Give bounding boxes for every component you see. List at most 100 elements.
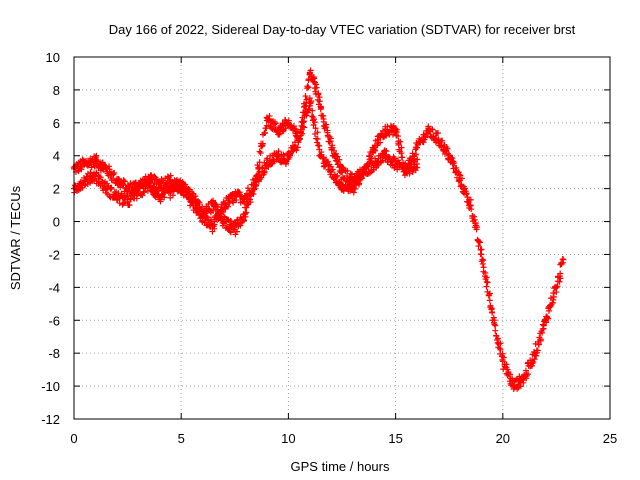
track-marker bbox=[316, 98, 323, 105]
track-marker bbox=[503, 361, 510, 368]
y-tick-label: -10 bbox=[41, 379, 60, 394]
track-marker bbox=[174, 188, 181, 195]
track-marker bbox=[318, 149, 325, 156]
track-marker bbox=[533, 352, 540, 359]
track-marker bbox=[103, 164, 110, 171]
track-marker bbox=[233, 197, 240, 204]
track-marker bbox=[276, 130, 283, 137]
track-marker bbox=[266, 112, 273, 119]
track-marker bbox=[338, 176, 345, 183]
track-marker bbox=[241, 217, 248, 224]
track-marker bbox=[243, 209, 250, 216]
track-marker bbox=[489, 309, 496, 316]
track-marker bbox=[473, 226, 480, 233]
track-marker bbox=[312, 125, 319, 132]
track-marker bbox=[356, 180, 363, 187]
track-marker bbox=[242, 213, 249, 220]
track-marker bbox=[298, 130, 305, 137]
track-marker bbox=[305, 105, 312, 112]
track-marker bbox=[556, 278, 563, 285]
track-marker bbox=[413, 151, 420, 158]
track-marker bbox=[368, 155, 375, 162]
track-marker bbox=[164, 173, 171, 180]
x-tick-label: 25 bbox=[603, 431, 617, 446]
track-marker bbox=[558, 259, 565, 266]
track-marker bbox=[215, 210, 222, 217]
track-marker bbox=[500, 354, 507, 361]
track-marker bbox=[311, 116, 318, 123]
track-marker bbox=[177, 187, 184, 194]
track-marker bbox=[237, 222, 244, 229]
track-marker bbox=[302, 93, 309, 100]
track-marker bbox=[230, 199, 237, 206]
track-marker bbox=[468, 206, 475, 213]
track-marker bbox=[308, 98, 315, 105]
track-marker bbox=[320, 115, 327, 122]
track-marker bbox=[325, 162, 332, 169]
chart-title: Day 166 of 2022, Sidereal Day-to-day VTE… bbox=[109, 22, 576, 37]
track-marker bbox=[397, 138, 404, 145]
track-marker bbox=[294, 144, 301, 151]
track-marker bbox=[384, 123, 391, 130]
y-tick-label: 6 bbox=[53, 116, 60, 131]
track-marker bbox=[545, 315, 552, 322]
track-marker bbox=[477, 239, 484, 246]
track-marker bbox=[486, 290, 493, 297]
track-marker bbox=[344, 167, 351, 174]
track-marker bbox=[334, 153, 341, 160]
track-marker bbox=[492, 327, 499, 334]
track-marker bbox=[227, 229, 234, 236]
track-marker bbox=[192, 193, 199, 200]
track-marker bbox=[303, 112, 310, 119]
track-marker bbox=[157, 198, 164, 205]
track-marker bbox=[401, 168, 408, 175]
track-marker bbox=[301, 124, 308, 131]
y-tick-label: -8 bbox=[48, 346, 60, 361]
track-marker bbox=[550, 290, 557, 297]
x-tick-label: 10 bbox=[281, 431, 295, 446]
track-marker bbox=[213, 201, 220, 208]
y-tick-label: 2 bbox=[53, 182, 60, 197]
track-marker bbox=[317, 104, 324, 111]
track-marker bbox=[524, 371, 531, 378]
track-marker bbox=[331, 147, 338, 154]
track-marker bbox=[492, 322, 499, 329]
track-marker bbox=[282, 161, 289, 168]
track-marker bbox=[81, 177, 88, 184]
track-marker bbox=[478, 246, 485, 253]
grid-layer bbox=[74, 57, 610, 419]
track-marker bbox=[393, 126, 400, 133]
track-marker bbox=[530, 358, 537, 365]
x-tick-label: 5 bbox=[178, 431, 185, 446]
track-marker bbox=[352, 185, 359, 192]
plot-frame bbox=[73, 56, 611, 420]
track-marker bbox=[497, 346, 504, 353]
track-marker bbox=[389, 131, 396, 138]
track-marker bbox=[471, 213, 478, 220]
track-marker bbox=[438, 142, 445, 149]
track-marker bbox=[127, 196, 134, 203]
track-marker bbox=[451, 159, 458, 166]
track-marker bbox=[146, 180, 153, 187]
track-marker bbox=[257, 150, 264, 157]
track-marker bbox=[304, 85, 311, 92]
track-marker bbox=[311, 75, 318, 82]
track-marker bbox=[253, 181, 260, 188]
track-marker bbox=[429, 126, 436, 133]
track-marker bbox=[118, 190, 125, 197]
track-marker bbox=[364, 160, 371, 167]
track-marker bbox=[483, 283, 490, 290]
x-tick-label: 20 bbox=[496, 431, 510, 446]
track-marker bbox=[155, 188, 162, 195]
track-marker bbox=[186, 186, 193, 193]
track-marker bbox=[261, 168, 268, 175]
track-marker bbox=[333, 157, 340, 164]
track-marker bbox=[290, 123, 297, 130]
track-marker bbox=[479, 260, 486, 267]
track-marker bbox=[81, 182, 88, 189]
y-tick-label: 8 bbox=[53, 83, 60, 98]
track-marker bbox=[333, 173, 340, 180]
track-marker bbox=[256, 148, 263, 155]
track-marker bbox=[557, 270, 564, 277]
y-tick-label: 10 bbox=[46, 50, 60, 65]
